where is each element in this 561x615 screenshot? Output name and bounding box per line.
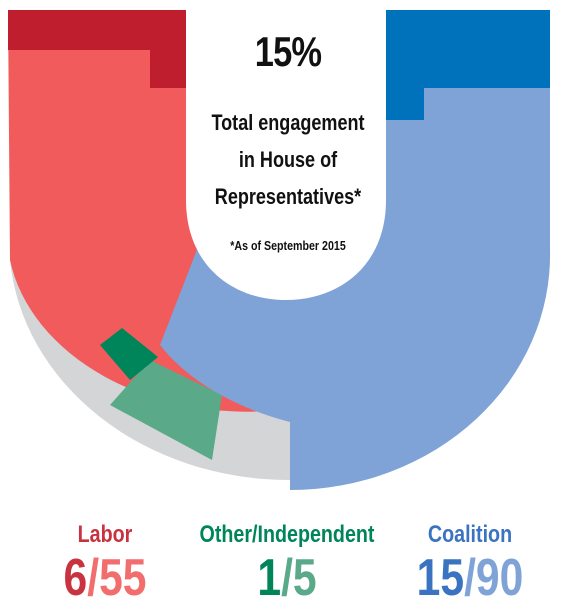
- legend-coalition: Coalition 15/90: [372, 520, 561, 606]
- legend-value-other: 1/5: [189, 550, 386, 606]
- legend-value-labor: 6/55: [7, 550, 204, 606]
- coalition-engaged-region: [386, 10, 550, 120]
- legend-total-labor: 55: [99, 549, 147, 607]
- center-panel: [186, 10, 386, 300]
- legend-other: Other/Independent 1/5: [189, 520, 386, 606]
- subtitle-line: Representatives*: [214, 184, 362, 209]
- legend-value-coalition: 15/90: [372, 550, 561, 606]
- legend-name-coalition: Coalition: [427, 521, 513, 548]
- center-subtitle: Total engagement in House of Representat…: [208, 104, 369, 215]
- legend-engaged-labor: 6: [63, 549, 88, 607]
- legend-sep-other: /: [281, 549, 293, 607]
- subtitle-line: in House of: [238, 147, 338, 172]
- other-engaged-region: [100, 328, 158, 380]
- legend-labor: Labor 6/55: [7, 520, 204, 606]
- legend-total-other: 5: [292, 549, 317, 607]
- legend-sep-coalition: /: [464, 549, 476, 607]
- engagement-percent: 15%: [254, 28, 322, 75]
- legend-name-labor: Labor: [77, 521, 133, 548]
- labor-engaged-region: [8, 10, 186, 88]
- legend-total-coalition: 90: [475, 549, 524, 607]
- other-total-region: [110, 360, 222, 460]
- legend-engaged-coalition: 15: [416, 549, 465, 607]
- legend-name-other: Other/Independent: [199, 521, 375, 548]
- date-note: *As of September 2015: [230, 238, 346, 253]
- legend-sep-labor: /: [87, 549, 100, 607]
- legend-engaged-other: 1: [257, 549, 282, 607]
- subtitle-line: Total engagement: [211, 110, 365, 135]
